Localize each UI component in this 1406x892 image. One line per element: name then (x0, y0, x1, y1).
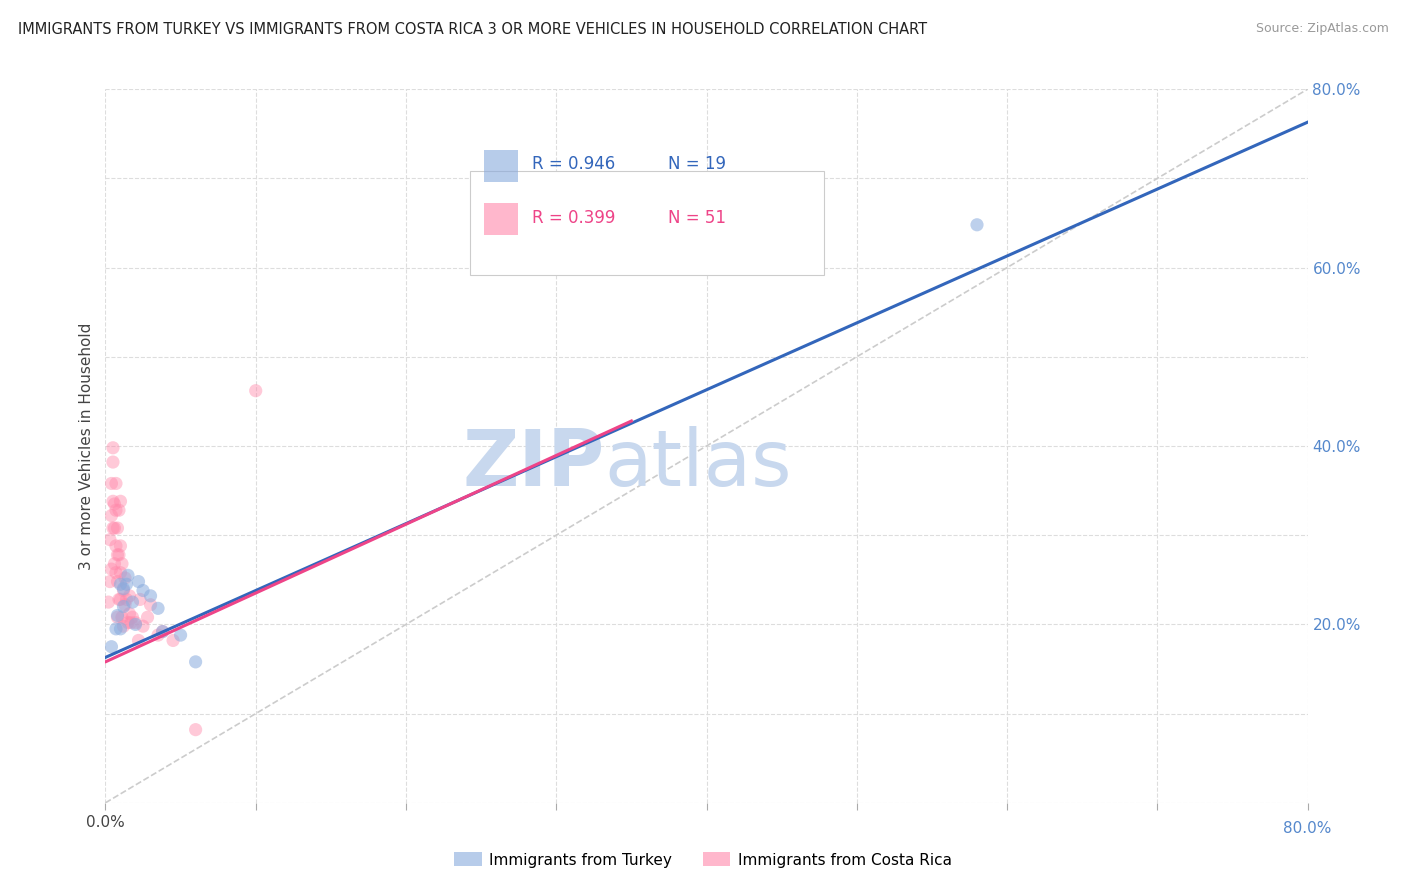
Point (104, 503, 127, 517)
FancyBboxPatch shape (484, 203, 517, 235)
Point (108, 503, 131, 517)
Point (103, 521, 125, 535)
Point (132, 619, 155, 633)
Text: 80.0%: 80.0% (1284, 821, 1331, 836)
Point (146, 601, 169, 615)
Point (112, 619, 135, 633)
Point (139, 589, 162, 603)
Point (139, 598, 162, 612)
Text: R = 0.399: R = 0.399 (533, 209, 616, 227)
Point (101, 455, 124, 469)
Point (111, 610, 134, 624)
Point (118, 607, 141, 621)
Point (136, 610, 159, 624)
Point (114, 598, 136, 612)
Point (121, 595, 143, 609)
Point (128, 574, 150, 589)
Point (132, 583, 155, 598)
Point (107, 521, 129, 535)
Point (112, 583, 135, 598)
Text: Source: ZipAtlas.com: Source: ZipAtlas.com (1256, 22, 1389, 36)
Point (110, 622, 132, 636)
Point (101, 441, 124, 455)
Text: IMMIGRANTS FROM TURKEY VS IMMIGRANTS FROM COSTA RICA 3 OR MORE VEHICLES IN HOUSE: IMMIGRANTS FROM TURKEY VS IMMIGRANTS FRO… (18, 22, 928, 37)
Point (169, 628, 191, 642)
Text: R = 0.946: R = 0.946 (533, 155, 616, 173)
Point (107, 610, 129, 624)
Point (146, 628, 169, 642)
Point (117, 568, 139, 582)
Point (98, 533, 121, 547)
Point (100, 562, 122, 576)
Point (104, 566, 127, 580)
Point (118, 589, 141, 603)
Point (107, 608, 129, 623)
FancyBboxPatch shape (484, 150, 517, 182)
Point (966, 218, 988, 232)
Point (100, 476, 122, 491)
Point (245, 384, 267, 398)
Point (184, 655, 207, 669)
Point (110, 577, 132, 591)
Point (97, 595, 120, 609)
Point (152, 624, 174, 639)
Text: atlas: atlas (605, 425, 792, 502)
Point (107, 574, 129, 589)
Point (108, 592, 131, 607)
Point (104, 622, 127, 636)
Point (107, 548, 129, 562)
FancyBboxPatch shape (470, 171, 824, 275)
Point (104, 476, 127, 491)
Point (184, 723, 207, 737)
Point (101, 494, 124, 508)
Point (98, 574, 121, 589)
Point (114, 571, 136, 585)
Point (101, 521, 124, 535)
Point (120, 615, 142, 630)
Point (103, 557, 125, 571)
Point (100, 640, 122, 654)
Point (100, 508, 122, 523)
Point (129, 592, 152, 607)
Point (115, 577, 138, 591)
Legend: Immigrants from Turkey, Immigrants from Costa Rica: Immigrants from Turkey, Immigrants from … (449, 847, 957, 873)
Point (152, 624, 174, 639)
Point (121, 610, 143, 624)
Text: N = 19: N = 19 (668, 155, 725, 173)
Point (110, 494, 132, 508)
Point (124, 615, 146, 630)
Text: N = 51: N = 51 (668, 209, 725, 227)
Point (103, 497, 125, 511)
Point (110, 566, 132, 580)
Text: ZIP: ZIP (463, 425, 605, 502)
Y-axis label: 3 or more Vehicles in Household: 3 or more Vehicles in Household (79, 322, 94, 570)
Point (111, 557, 134, 571)
Point (108, 548, 131, 562)
Point (115, 592, 138, 607)
Point (104, 539, 127, 553)
Point (162, 633, 184, 648)
Point (110, 592, 132, 607)
Point (124, 617, 146, 632)
Point (128, 633, 150, 648)
Point (117, 615, 139, 630)
Point (110, 539, 132, 553)
Point (112, 582, 135, 596)
Point (112, 599, 135, 614)
